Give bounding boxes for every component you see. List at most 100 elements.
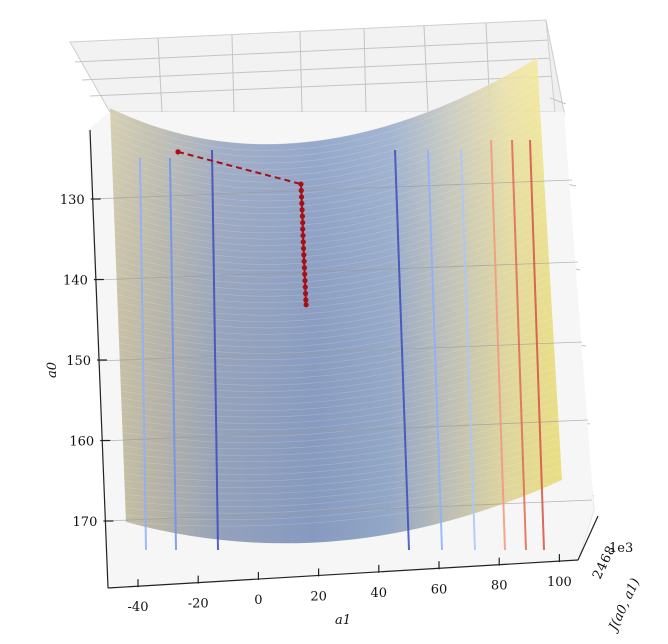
surface-mesh-line	[110, 78, 539, 164]
gd-point	[302, 278, 308, 284]
contour-line	[394, 149, 410, 551]
surface-mesh-line	[111, 93, 540, 176]
surface-mesh-line	[123, 423, 559, 475]
surface-mesh-line	[111, 100, 540, 183]
surface-mesh-line	[109, 57, 538, 145]
z-axis-label: J(a0, a1)	[605, 576, 643, 636]
gd-point	[301, 258, 307, 264]
surface-mesh-line	[124, 430, 560, 482]
surface-mesh-line	[115, 191, 545, 265]
gradient-descent-path	[175, 149, 309, 308]
gd-point	[300, 232, 306, 239]
y-tick-label: 140	[63, 274, 88, 289]
contour-line	[139, 157, 147, 551]
gd-point	[300, 245, 307, 252]
surface-mesh-line	[114, 184, 545, 259]
surface-mesh-line	[117, 268, 550, 335]
surface-mesh-line	[113, 149, 543, 227]
gd-point	[298, 194, 305, 200]
surface-mesh-line	[120, 325, 553, 386]
back-pane	[69, 19, 565, 113]
gd-point	[302, 271, 308, 277]
surface-mesh-line	[125, 472, 562, 520]
surface-mesh-line	[123, 409, 558, 462]
surface-mesh-line	[110, 85, 539, 170]
y-tick-label: 160	[69, 435, 94, 450]
surface-mesh-line	[115, 198, 546, 272]
surface-mesh-line	[113, 156, 543, 233]
surface-mesh-line	[110, 71, 538, 157]
surface-mesh-line	[119, 311, 553, 373]
x-tick-label: 80	[491, 579, 508, 594]
surface-mesh-line	[112, 114, 541, 195]
surface-mesh-line	[121, 360, 555, 418]
gd-point	[303, 297, 309, 303]
surface-mesh-line	[122, 388, 557, 443]
x-tick-label: 100	[547, 575, 572, 590]
contour-lines	[139, 139, 545, 551]
gd-point	[300, 226, 306, 232]
surface-mesh-line	[120, 339, 554, 399]
surface-mesh-line	[123, 402, 558, 456]
x-tick-label: 60	[431, 582, 448, 597]
surface-mesh-line	[121, 374, 556, 431]
x-tick-label: 0	[254, 593, 262, 608]
surface-mesh-line	[120, 332, 554, 392]
surface-mesh-line	[120, 346, 555, 405]
surface-mesh-line	[118, 289, 551, 354]
gd-point	[300, 239, 306, 245]
surface-mesh-line	[119, 318, 553, 380]
surface-mesh-line	[122, 381, 557, 437]
contour-line	[460, 149, 476, 551]
gd-point	[299, 207, 305, 213]
surface-mesh-line	[112, 135, 542, 214]
gd-point	[302, 290, 309, 297]
gd-first-step	[177, 150, 302, 186]
x-tick-label: -20	[188, 597, 209, 612]
gd-point	[302, 284, 308, 290]
surface-mesh-line	[111, 107, 541, 189]
gd-point	[301, 265, 308, 271]
surface-mesh-line	[124, 451, 561, 501]
surface-mesh-line	[112, 121, 541, 202]
contour-line	[511, 139, 527, 551]
y-tick-label: 170	[73, 515, 98, 530]
surface-mesh-line	[118, 275, 550, 341]
gd-point	[175, 149, 181, 155]
gd-point	[299, 213, 306, 219]
surface-mesh-line	[115, 212, 547, 284]
y-axis-ticks: 130 140 150 160 170	[60, 193, 114, 530]
back-pane-grid	[74, 22, 559, 113]
surface-mesh-line	[124, 437, 560, 488]
surface-mesh-line	[125, 479, 563, 527]
x-axis: -40 -20 0 20 40 60 80 100 a1	[107, 554, 579, 628]
contour-line	[427, 149, 443, 551]
x-tick-label: -40	[128, 600, 149, 615]
gd-point	[299, 200, 305, 206]
surface-mesh-line	[124, 444, 560, 495]
surface-mesh-line	[123, 416, 559, 469]
y-tick-label: 150	[66, 354, 91, 369]
x-axis-label: a1	[335, 613, 351, 628]
surface-mesh-line	[121, 353, 555, 411]
surface-mesh-line	[113, 142, 543, 221]
surface-mesh-line	[119, 296, 552, 360]
gd-point	[303, 302, 309, 308]
x-tick-label: 20	[310, 589, 327, 604]
z-axis-exponent: 1e3	[609, 541, 633, 556]
x-tick-label: 40	[371, 586, 388, 601]
surface-mesh-line	[115, 205, 546, 278]
surface-mesh-line	[114, 170, 544, 246]
contour-line	[211, 149, 219, 551]
gd-point	[298, 187, 304, 194]
surface	[109, 57, 563, 544]
surface-mesh-line	[112, 128, 542, 208]
y-axis-label: a0	[45, 362, 60, 378]
x-axis-ticks: -40 -20 0 20 40 60 80 100	[128, 554, 572, 615]
gd-point	[300, 220, 306, 226]
surface-mesh-line	[125, 458, 561, 507]
surface-mesh-line	[122, 395, 558, 450]
surface-mesh-line	[110, 64, 538, 151]
